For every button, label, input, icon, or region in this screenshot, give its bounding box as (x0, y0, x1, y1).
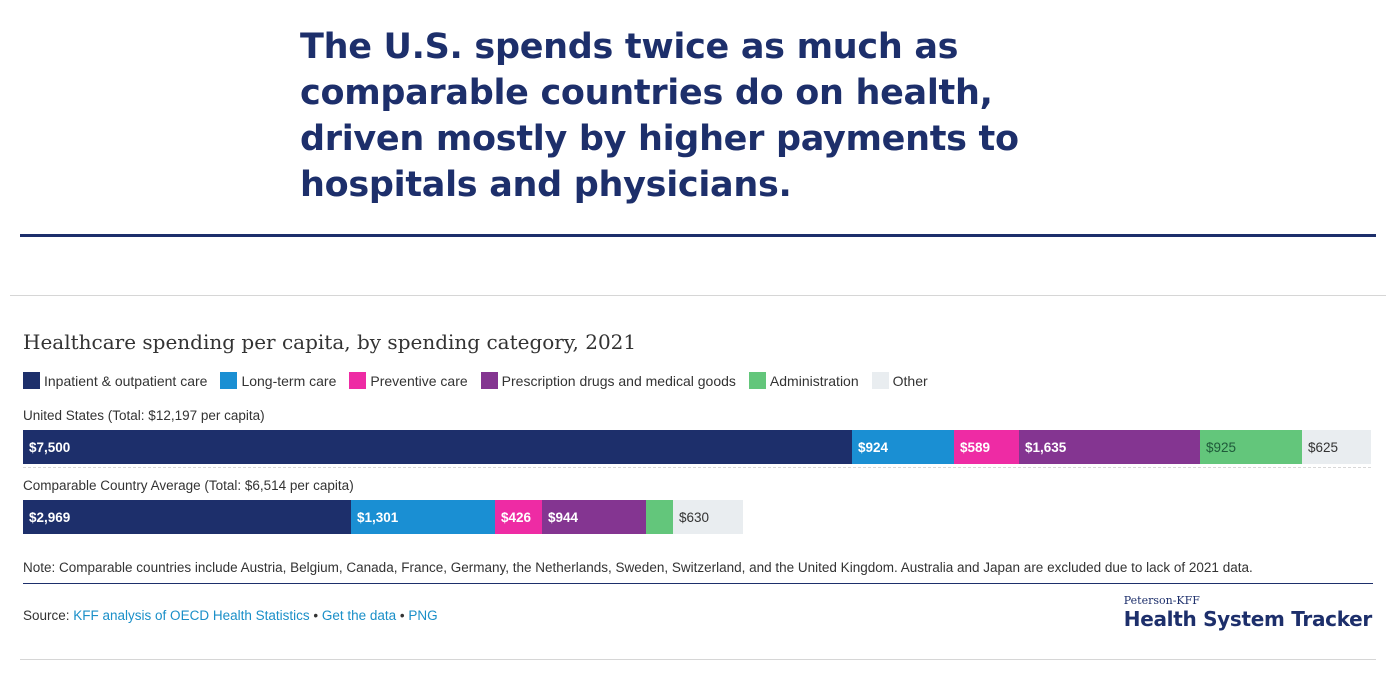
legend-label: Prescription drugs and medical goods (501, 372, 736, 389)
brand-logo[interactable]: Peterson-KFF Health System Tracker (1123, 594, 1373, 631)
legend-item-administration[interactable]: Administration (748, 372, 859, 389)
row-label-united-states: United States (Total: $12,197 per capita… (23, 408, 265, 423)
brand-top-text: Peterson-KFF (1123, 594, 1200, 607)
source-separator: • (309, 608, 322, 623)
legend-item-inpatient-and-outpatient-care[interactable]: Inpatient & outpatient care (23, 372, 207, 389)
chart-legend: Inpatient & outpatient care Long-term car… (23, 372, 941, 389)
legend-item-other[interactable]: Other (871, 372, 928, 389)
bar-segment-preventive-care[interactable]: $589 (954, 430, 1019, 464)
legend-swatch (748, 372, 766, 389)
chart-title: Healthcare spending per capita, by spend… (23, 330, 637, 354)
png-link[interactable]: PNG (408, 608, 438, 623)
bar-segment-other[interactable]: $625 (1302, 430, 1371, 464)
bottom-divider (20, 659, 1376, 660)
legend-swatch (871, 372, 889, 389)
legend-item-long-term-care[interactable]: Long-term care (220, 372, 336, 389)
source-prefix: Source: (23, 608, 74, 623)
source-separator: • (396, 608, 409, 623)
legend-swatch (349, 372, 367, 389)
brand-main-text: Health System Tracker (1123, 607, 1373, 631)
bar-row-united-states[interactable]: $7,500 $924 $589 $1,635 $925 $625 (23, 430, 1371, 464)
source-line: Source: KFF analysis of OECD Health Stat… (23, 608, 438, 623)
headline: The U.S. spends twice as much as compara… (300, 27, 1019, 205)
get-data-link[interactable]: Get the data (321, 608, 397, 623)
legend-label: Preventive care (370, 372, 468, 389)
bar-segment-prescription-drugs-and-medical-goods[interactable]: $944 (542, 500, 646, 534)
bar-segment-administration[interactable]: $925 (1200, 430, 1302, 464)
legend-label: Administration (769, 372, 859, 389)
legend-label: Long-term care (241, 372, 337, 389)
section-divider (10, 295, 1386, 296)
legend-swatch (23, 372, 40, 389)
legend-label: Inpatient & outpatient care (44, 372, 208, 389)
bar-segment-preventive-care[interactable]: $426 (495, 500, 542, 534)
legend-label: Other (892, 372, 928, 389)
bar-segment-other[interactable]: $630 (673, 500, 743, 534)
bar-row-comparable-average[interactable]: $2,969 $1,301 $426 $944 $630 (23, 500, 743, 534)
bar-segment-prescription-drugs-and-medical-goods[interactable]: $1,635 (1019, 430, 1200, 464)
legend-item-preventive-care[interactable]: Preventive care (349, 372, 468, 389)
row-label-comparable-average: Comparable Country Average (Total: $6,51… (23, 478, 354, 493)
chart-note: Note: Comparable countries include Austr… (23, 560, 1253, 575)
legend-swatch (480, 372, 498, 389)
note-rule (23, 583, 1373, 584)
bar-segment-long-term-care[interactable]: $1,301 (351, 500, 495, 534)
legend-item-prescription-drugs-and-medical-goods[interactable]: Prescription drugs and medical goods (480, 372, 736, 389)
source-link-oecd[interactable]: KFF analysis of OECD Health Statistics (73, 608, 310, 623)
bar-segment-inpatient-and-outpatient-care[interactable]: $2,969 (23, 500, 351, 534)
row-separator (23, 467, 1371, 468)
bar-segment-administration[interactable] (646, 500, 673, 534)
legend-swatch (220, 372, 238, 389)
headline-rule (20, 234, 1376, 237)
bar-segment-long-term-care[interactable]: $924 (852, 430, 954, 464)
bar-segment-inpatient-and-outpatient-care[interactable]: $7,500 (23, 430, 852, 464)
